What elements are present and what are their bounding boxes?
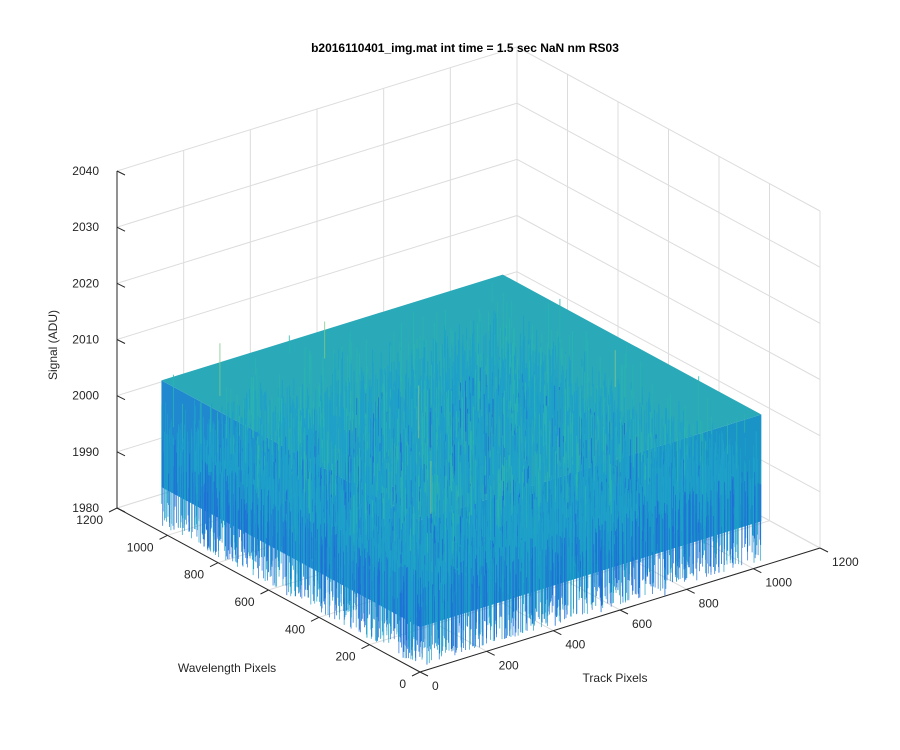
grid-line <box>116 158 518 284</box>
grid-line <box>516 215 821 380</box>
surface-data <box>161 274 762 665</box>
grid-line <box>516 46 821 212</box>
grid-line <box>116 102 518 228</box>
grid-line <box>516 102 821 268</box>
grid-line <box>516 271 821 437</box>
grid-line <box>116 46 518 172</box>
grid-line <box>116 215 518 340</box>
grid-line <box>516 158 821 324</box>
